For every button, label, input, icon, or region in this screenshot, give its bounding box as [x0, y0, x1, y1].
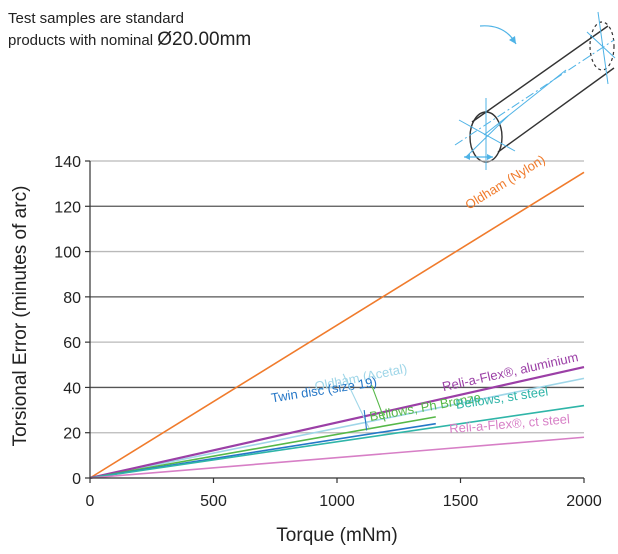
- x-tick-label-2000: 2000: [566, 493, 602, 510]
- series-line-1: [89, 377, 585, 479]
- series-line-5: [89, 404, 585, 479]
- grid-lines: [90, 160, 584, 434]
- note-line-2: products with nominal Ø20.00mm: [8, 29, 251, 51]
- series-line-0: [89, 171, 585, 479]
- leader-line-2: [363, 410, 368, 431]
- x-tick-label-1500: 1500: [443, 493, 479, 510]
- series-line-6: [89, 436, 585, 479]
- series-line-3: [89, 416, 436, 479]
- nominal-diameter: Ø20.00mm: [157, 29, 252, 50]
- series-labels: Oldham (Nylon)Oldham (Acetal) Reli-a-Flex…: [270, 152, 580, 436]
- y-tick-label-40: 40: [63, 380, 81, 397]
- x-tick-label-1000: 1000: [319, 493, 355, 510]
- x-tick-label-0: 0: [86, 493, 95, 510]
- axes: 0 20 40 60 80 100 120 140 0 500 1000 1500 2000: [54, 154, 602, 510]
- y-tick-label-120: 120: [54, 199, 81, 216]
- y-tick-label-20: 20: [63, 426, 81, 443]
- leader-line-1: [371, 384, 386, 422]
- y-tick-label-0: 0: [72, 471, 81, 488]
- test-note: Test samples are standard products with …: [8, 8, 251, 51]
- y-tick-label-80: 80: [63, 290, 81, 307]
- y-tick-label-60: 60: [63, 335, 81, 352]
- series-line-2: [89, 365, 585, 480]
- note-line-1: Test samples are standard: [8, 10, 184, 27]
- x-tick-label-500: 500: [200, 493, 227, 510]
- data-series: [89, 171, 585, 480]
- y-axis-title: Torsional Error (minutes of arc): [10, 186, 31, 447]
- y-tick-label-140: 140: [54, 154, 81, 171]
- y-tick-label-100: 100: [54, 245, 81, 262]
- coupling-illustration: [454, 11, 616, 170]
- note-line-2-prefix: products with nominal: [8, 32, 158, 49]
- x-axis-title: Torque (mNm): [276, 525, 397, 546]
